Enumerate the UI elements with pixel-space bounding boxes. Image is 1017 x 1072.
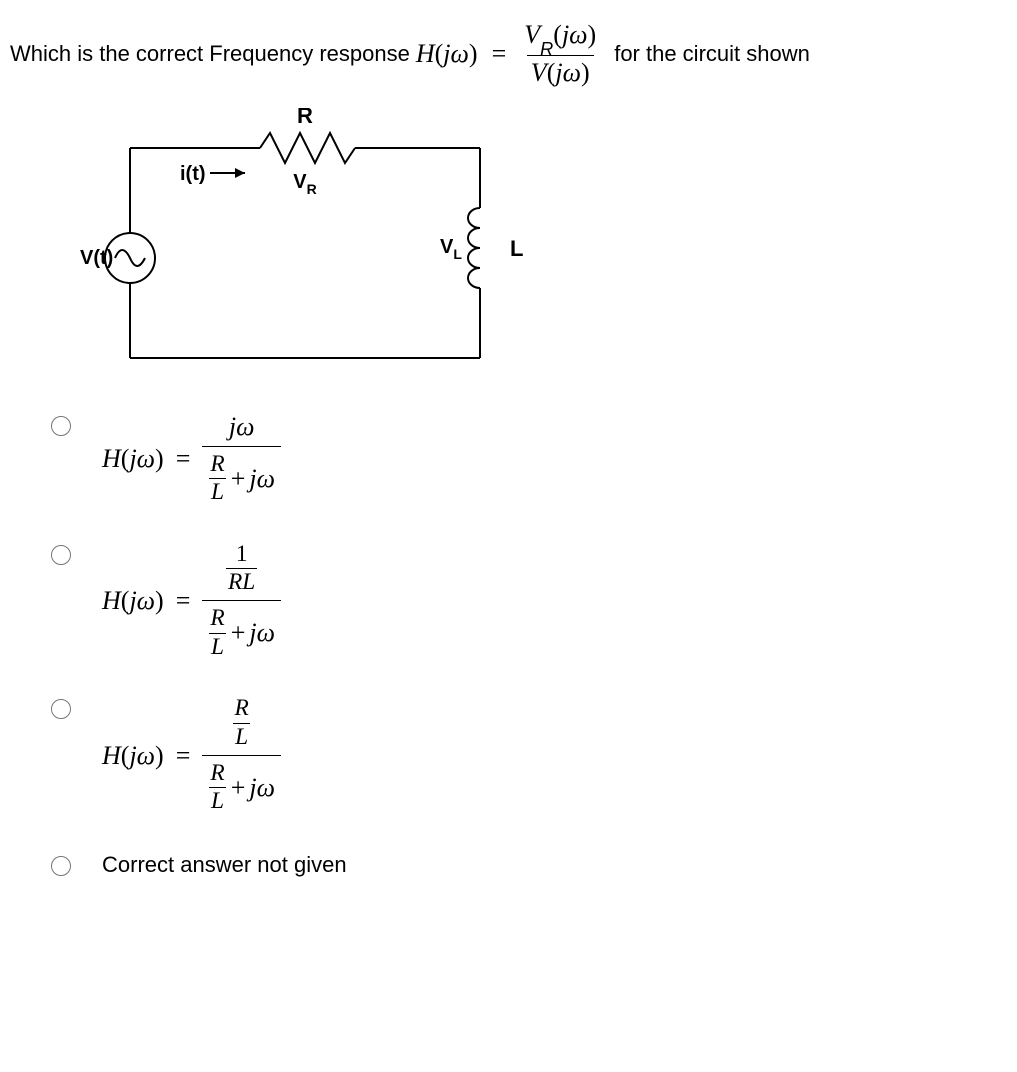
option-1-radio[interactable] (51, 416, 71, 436)
opt3-lhs-H: H (102, 741, 121, 770)
option-2-radio[interactable] (51, 545, 71, 565)
options-group: H(jω) = jω R L + jω (46, 414, 1007, 878)
option-3-radio[interactable] (51, 699, 71, 719)
question-fraction: VR(jω) V(jω) (520, 20, 600, 88)
option-2[interactable]: H(jω) = 1 RL R L + (46, 543, 1007, 660)
opt3-jw: jω (249, 775, 275, 801)
question-H: H (416, 39, 435, 68)
frac-num-V: V (524, 20, 540, 49)
question-text: Which is the correct Frequency response … (10, 20, 1007, 88)
opt3-den-L: L (209, 787, 226, 813)
circuit-VR-sub: R (307, 181, 317, 197)
option-3-equation: H(jω) = R L R L + (102, 697, 281, 814)
frac-den-V: V (531, 58, 547, 87)
circuit-it: i(t) (180, 163, 206, 185)
opt2-lhs-H: H (102, 586, 121, 615)
svg-text:VR: VR (293, 171, 316, 197)
opt3-den-R: R (208, 762, 226, 787)
circuit-diagram: R i(t) VR V(t) VL L (80, 108, 1007, 394)
opt3-plus: + (231, 775, 246, 801)
circuit-VR: V (293, 171, 307, 193)
question-prefix: Which is the correct Frequency response (10, 41, 410, 67)
opt2-jw: jω (249, 620, 275, 646)
opt3-num-L: L (233, 723, 250, 749)
option-1[interactable]: H(jω) = jω R L + jω (46, 414, 1007, 505)
opt2-plus: + (231, 620, 246, 646)
opt1-jw: jω (249, 466, 275, 492)
opt3-lhs-eq: = (176, 741, 191, 771)
question-equals: = (492, 39, 507, 69)
opt1-den-L: L (209, 478, 226, 504)
frac-num-jw: jω (562, 20, 588, 49)
svg-text:VL: VL (440, 236, 462, 262)
opt2-den-R: R (208, 607, 226, 632)
opt-lhs-H: H (102, 444, 121, 473)
question-suffix: for the circuit shown (614, 41, 810, 67)
opt-lhs-jw: jω (129, 444, 155, 473)
opt2-num-1: 1 (234, 543, 250, 568)
opt1-num: jω (229, 412, 255, 441)
circuit-VL: V (440, 236, 454, 258)
option-3[interactable]: H(jω) = R L R L + (46, 697, 1007, 814)
option-1-equation: H(jω) = jω R L + jω (102, 414, 281, 505)
opt1-den-R: R (208, 453, 226, 478)
opt2-lhs-eq: = (176, 586, 191, 616)
frac-num-sub: R (540, 39, 553, 59)
opt3-lhs-jw: jω (129, 741, 155, 770)
circuit-L: L (510, 236, 523, 261)
option-2-equation: H(jω) = 1 RL R L + (102, 543, 281, 660)
option-4[interactable]: Correct answer not given (46, 852, 1007, 878)
opt1-plus: + (231, 466, 246, 492)
opt-lhs-eq: = (176, 444, 191, 474)
question-jw: jω (443, 39, 469, 68)
circuit-svg: R i(t) VR V(t) VL L (80, 108, 560, 388)
opt2-num-RL: RL (226, 568, 257, 594)
opt2-lhs-jw: jω (129, 586, 155, 615)
option-4-radio[interactable] (51, 856, 71, 876)
option-4-text: Correct answer not given (102, 852, 347, 878)
circuit-VL-sub: L (453, 246, 462, 262)
opt2-den-L: L (209, 633, 226, 659)
circuit-Vt: V(t) (80, 247, 113, 269)
circuit-R: R (297, 108, 313, 128)
opt3-num-R: R (233, 697, 251, 722)
frac-den-jw: jω (555, 58, 581, 87)
